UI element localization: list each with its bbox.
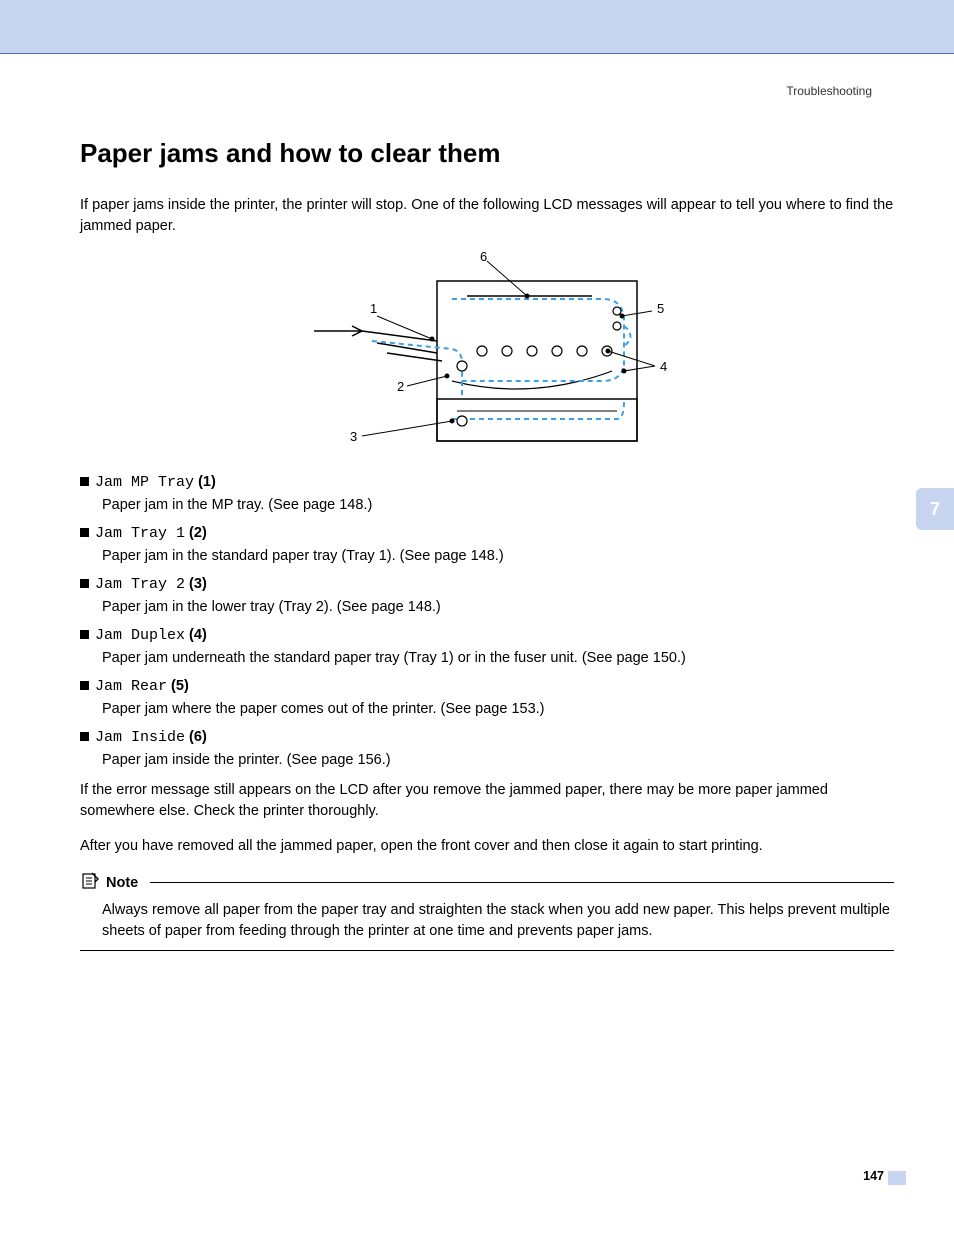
diagram-label-6: 6 — [480, 251, 487, 264]
top-banner — [0, 0, 954, 54]
section-name: Troubleshooting — [80, 84, 894, 98]
note-title: Note — [106, 875, 138, 891]
bullet-icon — [80, 732, 89, 741]
note-body: Always remove all paper from the paper t… — [80, 894, 894, 951]
jam-head: Jam Duplex (4) — [80, 627, 894, 644]
bullet-icon — [80, 579, 89, 588]
jam-code: Jam Tray 1 — [95, 525, 185, 542]
jam-head: Jam Tray 1 (2) — [80, 525, 894, 542]
note-box: Note Always remove all paper from the pa… — [80, 871, 894, 951]
jam-head: Jam Inside (6) — [80, 729, 894, 746]
jam-num: (1) — [198, 474, 216, 490]
after-text-2: After you have removed all the jammed pa… — [80, 836, 894, 857]
jam-item: Jam Rear (5) Paper jam where the paper co… — [80, 678, 894, 717]
jam-num: (4) — [189, 627, 207, 643]
jam-desc: Paper jam in the standard paper tray (Tr… — [102, 548, 894, 564]
note-icon — [80, 871, 100, 894]
bullet-icon — [80, 630, 89, 639]
jam-code: Jam Rear — [95, 678, 167, 695]
page-title: Paper jams and how to clear them — [80, 138, 894, 169]
jam-desc: Paper jam inside the printer. (See page … — [102, 752, 894, 768]
jam-head: Jam Tray 2 (3) — [80, 576, 894, 593]
jam-desc: Paper jam in the MP tray. (See page 148.… — [102, 497, 894, 513]
jam-item: Jam Inside (6) Paper jam inside the print… — [80, 729, 894, 768]
page-number: 147 — [863, 1169, 884, 1183]
jam-code: Jam Tray 2 — [95, 576, 185, 593]
jam-head: Jam Rear (5) — [80, 678, 894, 695]
bullet-icon — [80, 477, 89, 486]
jam-desc: Paper jam where the paper comes out of t… — [102, 701, 894, 717]
printer-diagram: 1 2 3 4 5 6 — [80, 251, 894, 456]
jam-item: Jam Tray 2 (3) Paper jam in the lower tra… — [80, 576, 894, 615]
jam-num: (3) — [189, 576, 207, 592]
jam-code: Jam Inside — [95, 729, 185, 746]
jam-desc: Paper jam in the lower tray (Tray 2). (S… — [102, 599, 894, 615]
bullet-icon — [80, 528, 89, 537]
after-text-1: If the error message still appears on th… — [80, 780, 894, 822]
diagram-label-4: 4 — [660, 359, 667, 374]
jam-item: Jam Tray 1 (2) Paper jam in the standard … — [80, 525, 894, 564]
jam-desc: Paper jam underneath the standard paper … — [102, 650, 894, 666]
chapter-tab: 7 — [916, 488, 954, 530]
jam-head: Jam MP Tray (1) — [80, 474, 894, 491]
note-rule — [150, 882, 894, 883]
page-accent — [888, 1171, 906, 1185]
jam-num: (2) — [189, 525, 207, 541]
jam-list: Jam MP Tray (1) Paper jam in the MP tray.… — [80, 474, 894, 768]
page-content: Troubleshooting Paper jams and how to cl… — [0, 54, 954, 951]
jam-item: Jam Duplex (4) Paper jam underneath the s… — [80, 627, 894, 666]
jam-num: (6) — [189, 729, 207, 745]
jam-code: Jam Duplex — [95, 627, 185, 644]
intro-text: If paper jams inside the printer, the pr… — [80, 195, 894, 237]
jam-item: Jam MP Tray (1) Paper jam in the MP tray.… — [80, 474, 894, 513]
diagram-label-2: 2 — [397, 379, 404, 394]
jam-code: Jam MP Tray — [95, 474, 194, 491]
bullet-icon — [80, 681, 89, 690]
diagram-label-1: 1 — [370, 301, 377, 316]
diagram-label-3: 3 — [350, 429, 357, 444]
diagram-label-5: 5 — [657, 301, 664, 316]
jam-num: (5) — [171, 678, 189, 694]
